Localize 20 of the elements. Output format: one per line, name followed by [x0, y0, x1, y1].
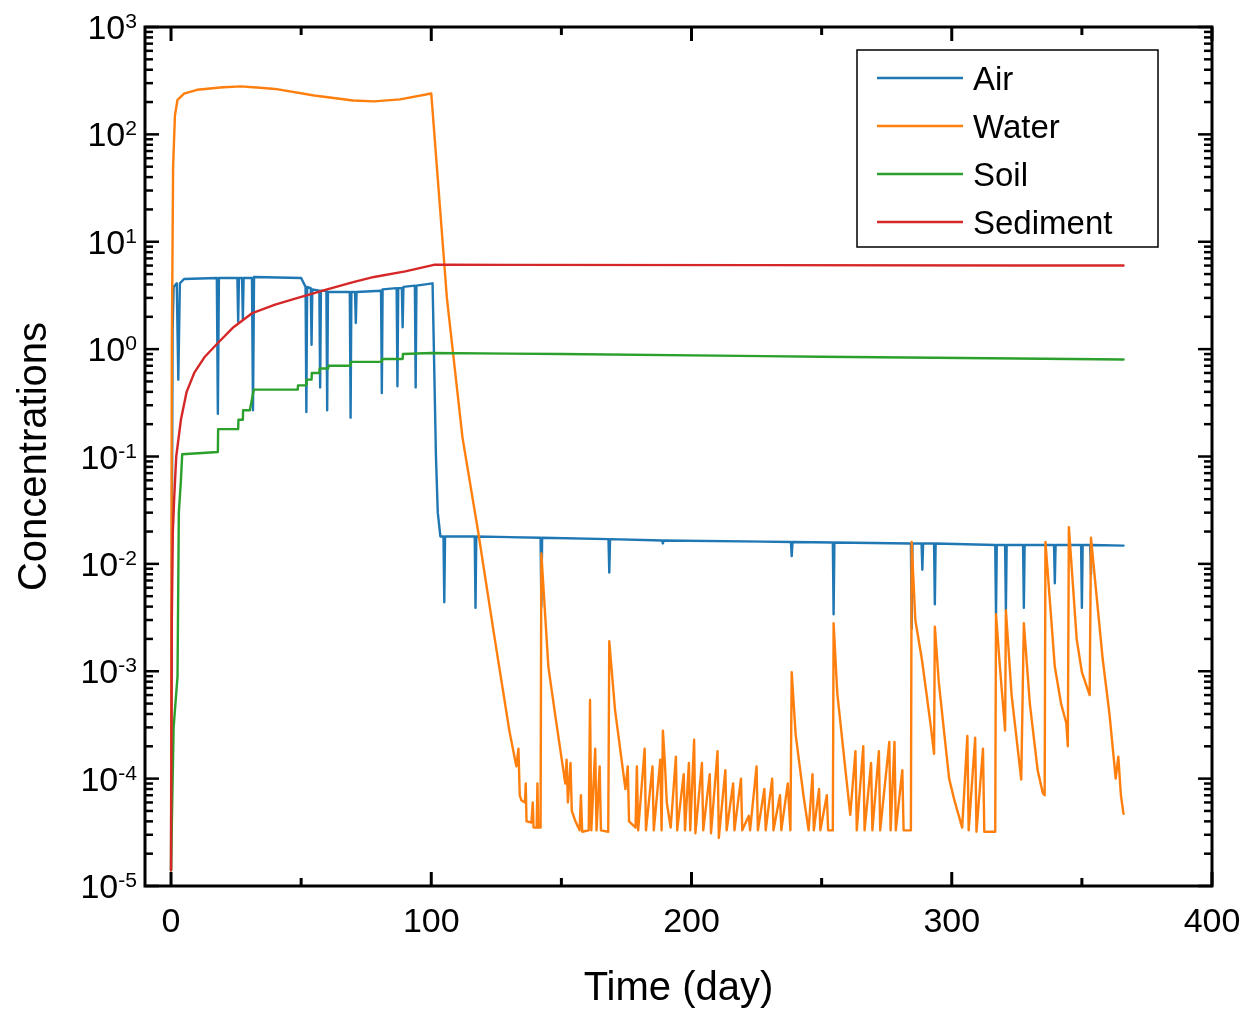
- x-tick-label: 200: [663, 901, 720, 939]
- x-tick-label: 100: [402, 901, 460, 939]
- y-tick-label: 10$^{1}$: [87, 222, 137, 261]
- x-tick-label: 0: [161, 901, 181, 939]
- x-tick-label: 300: [923, 901, 981, 939]
- legend-label: Sediment: [973, 204, 1113, 241]
- y-tick-label: 10$^{-2}$: [80, 544, 137, 583]
- legend-label: Air: [973, 60, 1014, 97]
- y-tick-label: 10$^{-1}$: [80, 437, 137, 476]
- legend-label: Water: [973, 108, 1060, 145]
- legend-label: Soil: [973, 156, 1029, 193]
- x-tick-label: 400: [1183, 901, 1241, 939]
- y-tick-label: 10$^{0}$: [87, 330, 137, 369]
- y-axis-title: Concentrations: [10, 321, 54, 592]
- y-tick-label: 10$^{3}$: [87, 8, 137, 46]
- y-tick-label: 10$^{-3}$: [80, 652, 137, 691]
- x-axis-title: Time (day): [583, 964, 774, 1008]
- y-tick-label: 10$^{-5}$: [80, 867, 137, 905]
- y-tick-label: 10$^{-4}$: [80, 759, 138, 798]
- y-tick-label: 10$^{2}$: [87, 115, 137, 154]
